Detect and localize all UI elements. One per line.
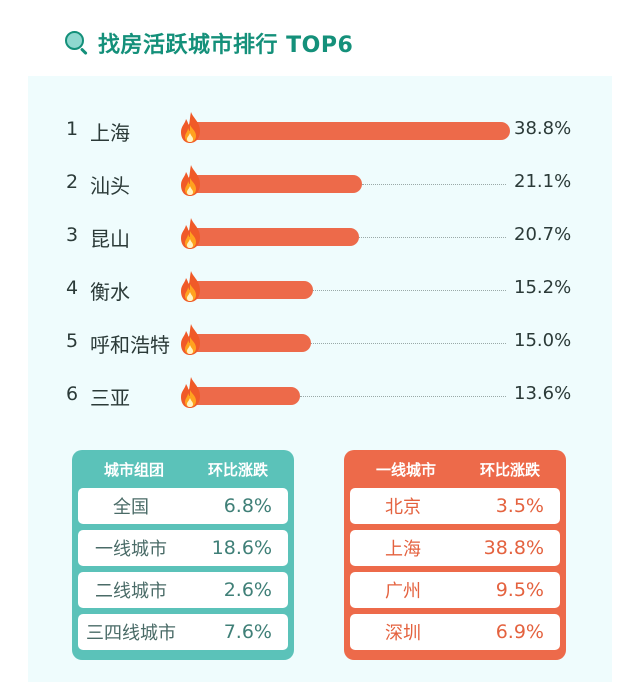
- value-label: 15.2%: [514, 277, 572, 298]
- value-bar: [186, 281, 313, 299]
- table-row: 一线城市 18.6%: [78, 530, 288, 566]
- row-name: 北京: [385, 497, 421, 518]
- title-text: 找房活跃城市排行 TOP6: [98, 33, 354, 58]
- city-group-table: 城市组团 环比涨跌 全国 6.8% 一线城市 18.6% 二线城市 2.6% 三四线城…: [72, 450, 294, 660]
- value-bar: [186, 175, 362, 193]
- row-value: 2.6%: [223, 579, 272, 601]
- ranking-row: 6 三亚 13.6%: [28, 375, 612, 415]
- table-row: 二线城市 2.6%: [78, 572, 288, 608]
- city-name: 三亚: [90, 386, 130, 410]
- city-name: 呼和浩特: [90, 333, 170, 357]
- row-value: 3.5%: [495, 495, 544, 517]
- table-header: 城市组团 环比涨跌: [78, 450, 288, 488]
- value-label: 38.8%: [514, 118, 572, 139]
- flame-icon: [181, 324, 200, 355]
- dotted-guide: [300, 396, 506, 397]
- table-row: 北京 3.5%: [350, 488, 560, 524]
- row-name: 全国: [113, 497, 149, 518]
- value-bar: [186, 228, 359, 246]
- column-header-group: 城市组团: [103, 460, 164, 479]
- column-header-city: 一线城市: [375, 460, 436, 479]
- city-name: 汕头: [90, 174, 130, 198]
- rank-number: 3: [66, 224, 79, 246]
- table-row: 上海 38.8%: [350, 530, 560, 566]
- tier1-city-table: 一线城市 环比涨跌 北京 3.5% 上海 38.8% 广州 9.5% 深圳 6.9%: [344, 450, 566, 660]
- dotted-guide: [311, 343, 506, 344]
- value-label: 13.6%: [514, 383, 572, 404]
- search-icon: [64, 30, 90, 56]
- city-name: 上海: [90, 121, 130, 145]
- rank-number: 4: [66, 277, 79, 299]
- ranking-row: 3 昆山 20.7%: [28, 216, 612, 256]
- table-row: 三四线城市 7.6%: [78, 614, 288, 650]
- value-label: 21.1%: [514, 171, 572, 192]
- ranking-row: 1 上海 38.8%: [28, 110, 612, 150]
- city-name: 衡水: [90, 280, 130, 304]
- row-name: 三四线城市: [86, 623, 176, 644]
- row-name: 一线城市: [95, 539, 167, 560]
- table-row: 全国 6.8%: [78, 488, 288, 524]
- column-header-change: 环比涨跌: [207, 460, 268, 479]
- value-label: 20.7%: [514, 224, 572, 245]
- row-name: 广州: [385, 581, 421, 602]
- row-name: 深圳: [385, 623, 421, 644]
- dotted-guide: [359, 237, 506, 238]
- table-row: 广州 9.5%: [350, 572, 560, 608]
- row-value: 38.8%: [483, 537, 544, 559]
- rank-number: 2: [66, 171, 79, 193]
- table-header: 一线城市 环比涨跌: [350, 450, 560, 488]
- dotted-guide: [313, 290, 506, 291]
- ranking-row: 4 衡水 15.2%: [28, 269, 612, 309]
- row-name: 二线城市: [95, 581, 167, 602]
- row-value: 6.9%: [495, 621, 544, 643]
- ranking-row: 2 汕头 21.1%: [28, 163, 612, 203]
- dotted-guide: [362, 184, 506, 185]
- rank-number: 5: [66, 330, 79, 352]
- flame-icon: [181, 165, 200, 196]
- table-row: 深圳 6.9%: [350, 614, 560, 650]
- value-label: 15.0%: [514, 330, 572, 351]
- rank-number: 1: [66, 118, 79, 140]
- value-bar: [186, 122, 510, 140]
- flame-icon: [181, 377, 200, 408]
- flame-icon: [181, 112, 200, 143]
- row-name: 上海: [385, 539, 421, 560]
- page-title: 找房活跃城市排行 TOP6: [64, 26, 353, 60]
- flame-icon: [181, 271, 200, 302]
- chart-panel: 1 上海 38.8% 2 汕头 21.1% 3 昆山 20.7% 4 衡水 15.2% 5 呼和浩特 15.…: [28, 76, 612, 682]
- value-bar: [186, 387, 300, 405]
- row-value: 9.5%: [495, 579, 544, 601]
- row-value: 18.6%: [211, 537, 272, 559]
- ranking-row: 5 呼和浩特 15.0%: [28, 322, 612, 362]
- flame-icon: [181, 218, 200, 249]
- city-name: 昆山: [90, 227, 130, 251]
- column-header-change: 环比涨跌: [479, 460, 540, 479]
- row-value: 6.8%: [223, 495, 272, 517]
- row-value: 7.6%: [223, 621, 272, 643]
- rank-number: 6: [66, 383, 79, 405]
- value-bar: [186, 334, 311, 352]
